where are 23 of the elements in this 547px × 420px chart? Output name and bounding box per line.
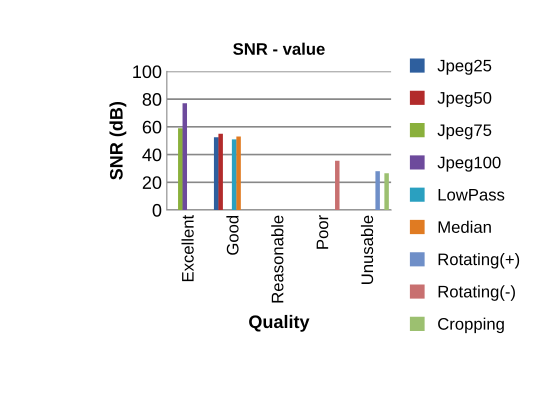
- legend-label: Jpeg50: [438, 92, 492, 108]
- legend-label: Jpeg25: [438, 60, 492, 75]
- x-tick-label: Good: [226, 216, 239, 255]
- legend-label: LowPass: [438, 189, 504, 201]
- x-tick-label: Excellent: [181, 214, 194, 282]
- y-tick-label: 80: [142, 93, 162, 106]
- y-axis-title: SNR (dB): [109, 102, 126, 180]
- y-tick-label: 60: [142, 120, 162, 134]
- legend-label: Rotating(+): [438, 253, 520, 269]
- x-tick-label: Poor: [316, 215, 328, 249]
- chart-title: SNR - value: [233, 42, 325, 55]
- x-tick-label: Reasonable: [271, 216, 284, 302]
- legend-label: Jpeg75: [438, 124, 492, 140]
- legend-label: Rotating(-): [438, 285, 515, 301]
- x-tick-label: Unusable: [360, 216, 374, 284]
- y-tick-label: 40: [142, 148, 162, 162]
- y-tick-label: 100: [133, 65, 162, 78]
- y-tick-label: 0: [152, 204, 162, 217]
- legend-label: Cropping: [438, 318, 504, 334]
- legend-label: Median: [438, 220, 491, 233]
- legend-label: Jpeg100: [438, 156, 501, 172]
- y-tick-label: 20: [142, 176, 162, 189]
- x-axis-title: Quality: [249, 314, 310, 332]
